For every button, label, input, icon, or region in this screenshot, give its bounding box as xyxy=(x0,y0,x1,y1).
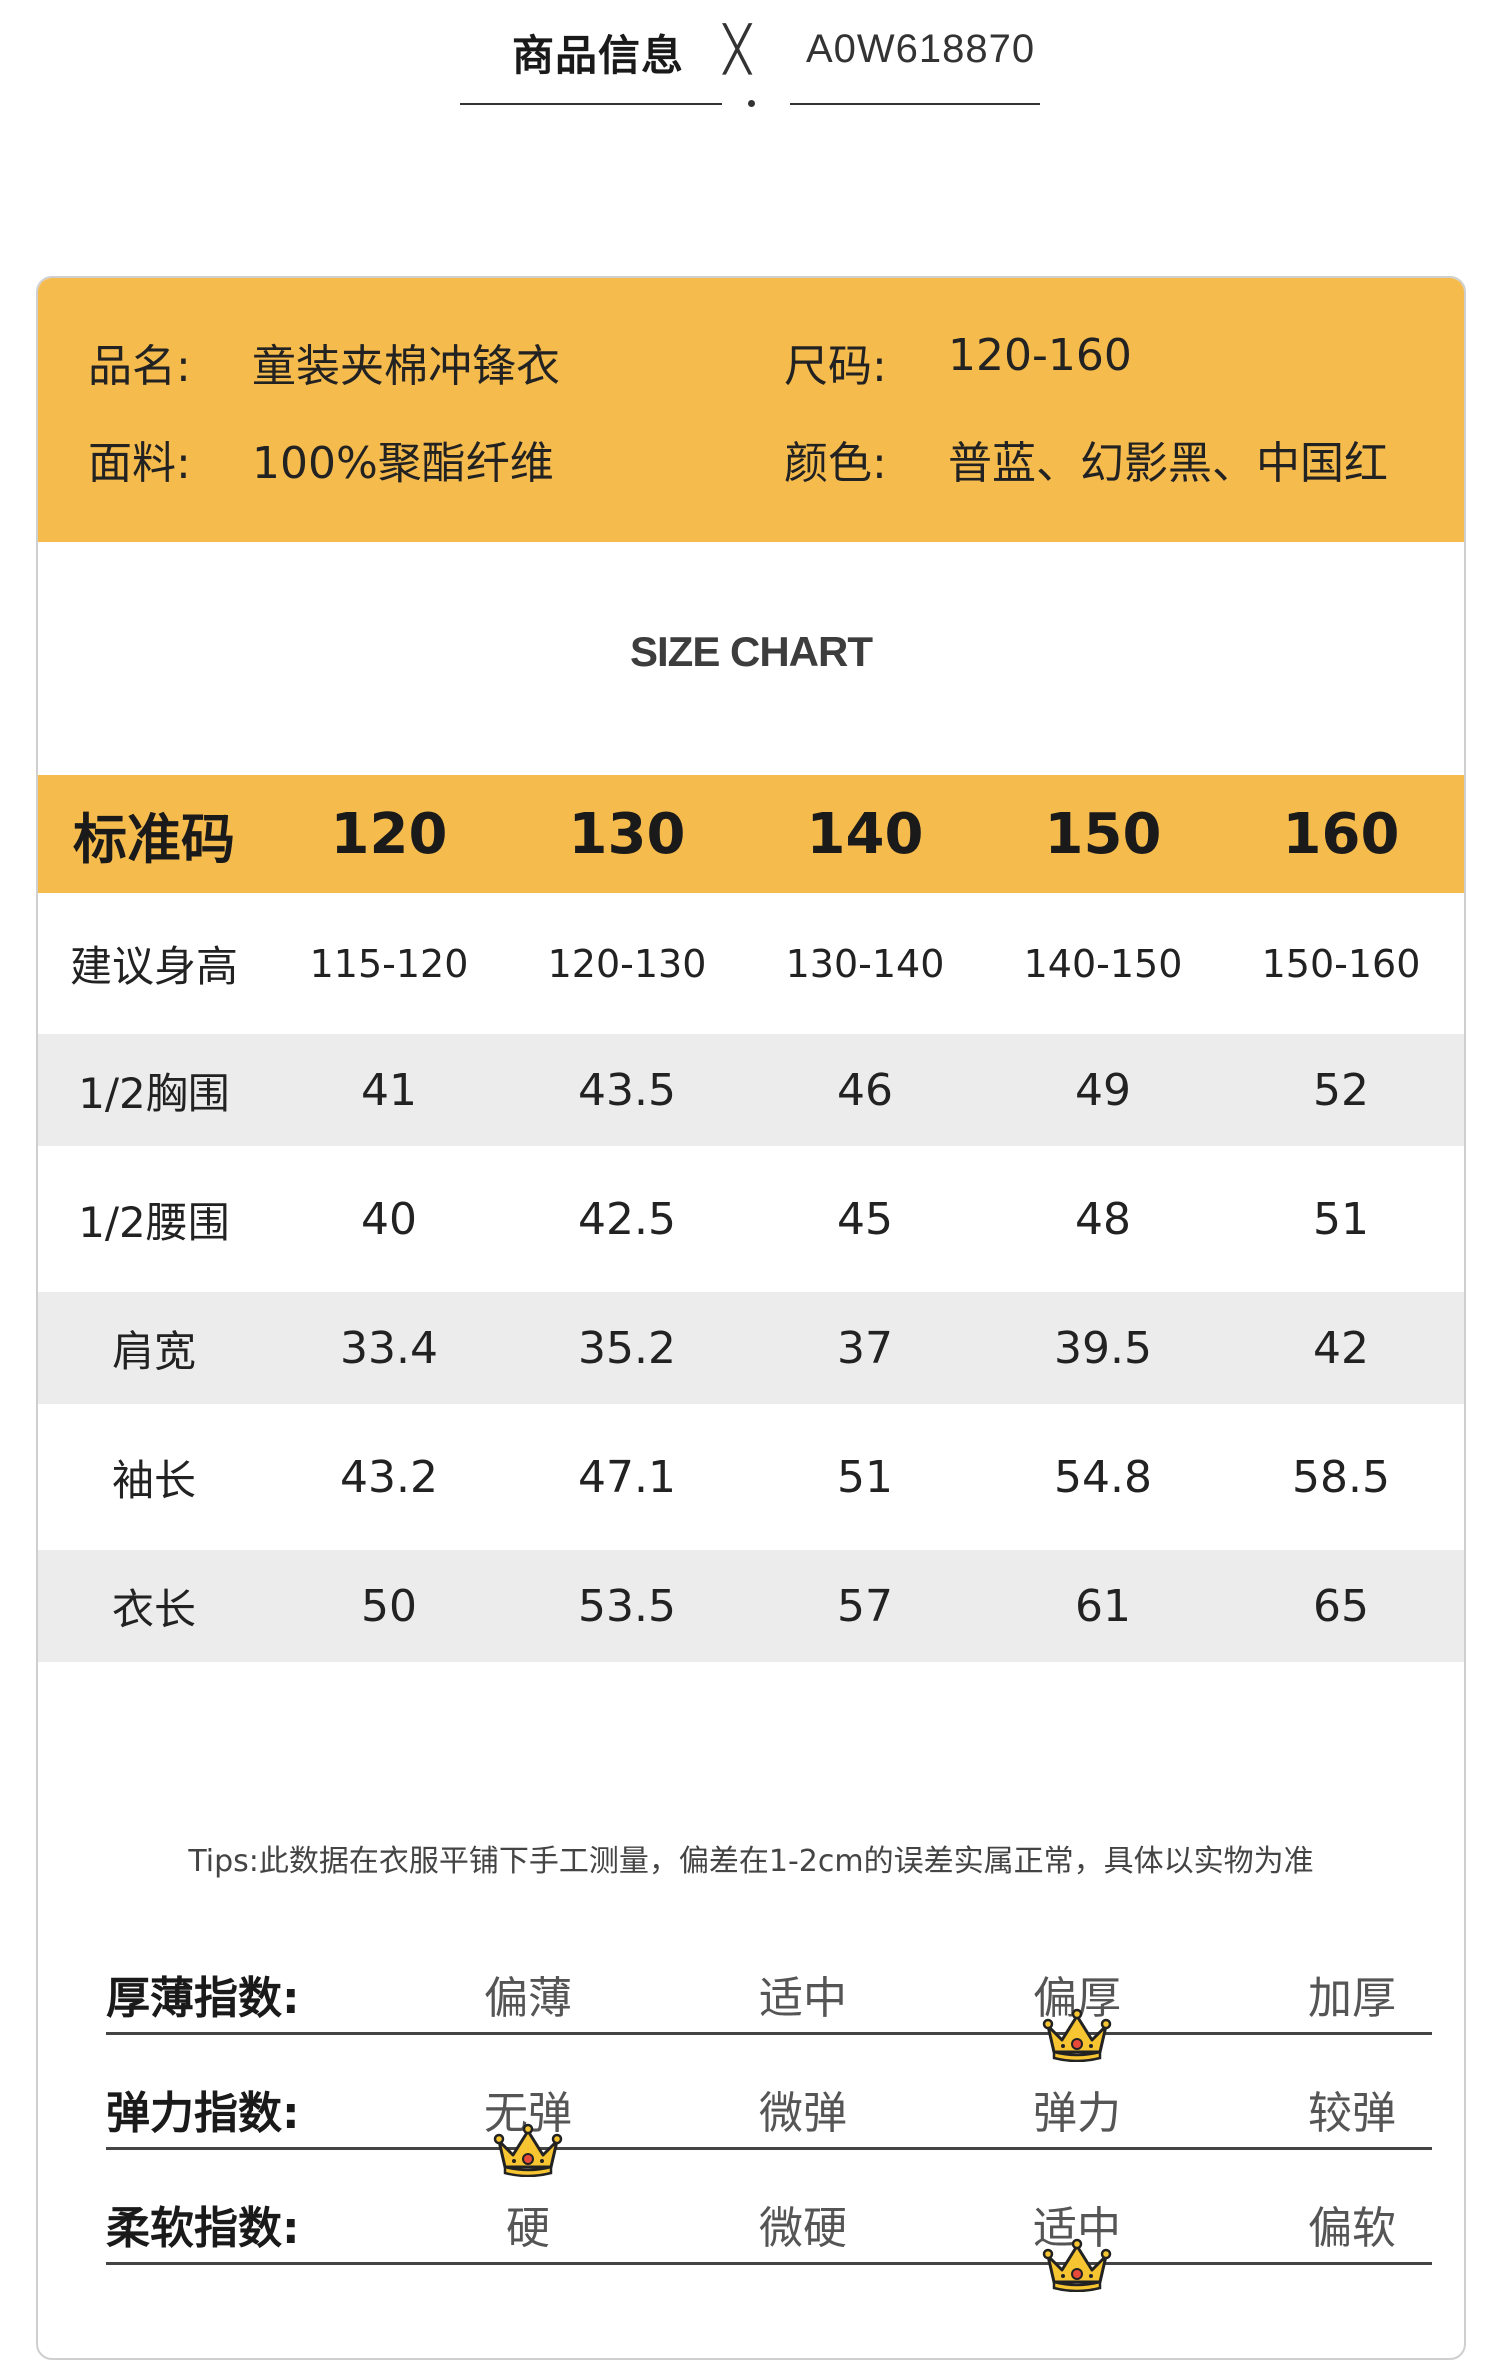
table-cell: 43.5 xyxy=(578,1064,676,1116)
table-row: 衣长 50 53.5 57 61 65 xyxy=(38,1550,1464,1662)
header-cell: 160 xyxy=(1282,801,1400,867)
table-cell: 61 xyxy=(1075,1580,1131,1632)
softness-index: 柔软指数: 硬 微硬 适中 偏软 xyxy=(106,2180,1432,2292)
table-row: 建议身高 115-120 120-130 130-140 140-150 150… xyxy=(38,893,1464,1034)
header-underline-left xyxy=(460,103,722,105)
table-row: 1/2腰围 40 42.5 45 48 51 xyxy=(38,1146,1464,1292)
row-label: 建议身高 xyxy=(69,942,238,991)
table-cell: 51 xyxy=(837,1451,893,1503)
index-option: 适中 xyxy=(759,1973,847,2024)
crown-icon xyxy=(1042,2238,1112,2292)
header-dot xyxy=(748,100,755,107)
index-option: 微弹 xyxy=(759,2088,847,2139)
row-label: 衣长 xyxy=(111,1584,196,1634)
measurement-tips: Tips:此数据在衣服平铺下手工测量，偏差在1-2cm的误差实属正常，具体以实物… xyxy=(188,1844,1314,1879)
table-cell: 40 xyxy=(361,1193,417,1245)
table-cell: 52 xyxy=(1313,1064,1369,1116)
index-option: 微硬 xyxy=(759,2203,847,2254)
header-cell: 130 xyxy=(568,801,686,867)
color-label: 颜色: xyxy=(784,438,887,489)
index-option: 弹力 xyxy=(1033,2088,1121,2139)
table-cell: 120-130 xyxy=(547,941,707,986)
table-cell: 48 xyxy=(1075,1193,1131,1245)
table-cell: 47.1 xyxy=(578,1451,676,1503)
table-cell: 37 xyxy=(837,1322,893,1374)
row-label: 1/2腰围 xyxy=(78,1197,230,1247)
row-label: 袖长 xyxy=(111,1455,196,1505)
header-cell: 150 xyxy=(1044,801,1162,867)
index-option: 偏薄 xyxy=(484,1973,572,2024)
index-track xyxy=(106,2147,1432,2150)
table-cell: 33.4 xyxy=(340,1322,438,1374)
table-cell: 53.5 xyxy=(578,1580,676,1632)
product-code: A0W618870 xyxy=(806,27,1036,71)
name-label: 品名: xyxy=(88,341,191,392)
header-cell: 140 xyxy=(806,801,924,867)
table-cell: 115-120 xyxy=(309,941,469,986)
table-cell: 65 xyxy=(1313,1580,1369,1632)
table-cell: 41 xyxy=(361,1064,417,1116)
table-cell: 35.2 xyxy=(578,1322,676,1374)
fabric-value: 100%聚酯纤维 xyxy=(252,438,554,489)
product-card: 品名: 童装夹棉冲锋衣 尺码: 120-160 面料: 100%聚酯纤维 颜色:… xyxy=(36,276,1466,2360)
color-value: 普蓝、幻影黑、中国红 xyxy=(948,438,1388,489)
index-option: 较弹 xyxy=(1308,2088,1396,2139)
row-label: 1/2胸围 xyxy=(78,1068,230,1118)
size-chart-title: SIZE CHART xyxy=(630,628,873,675)
table-cell: 130-140 xyxy=(785,941,945,986)
size-table: 标准码 120 130 140 150 160 建议身高 115-120 120… xyxy=(38,775,1464,1662)
table-cell: 43.2 xyxy=(340,1451,438,1503)
elasticity-index: 弹力指数: 无弹 微弹 弹力 较弹 xyxy=(106,2065,1432,2177)
table-cell: 42.5 xyxy=(578,1193,676,1245)
index-option: 加厚 xyxy=(1308,1973,1396,2024)
table-header-row: 标准码 120 130 140 150 160 xyxy=(38,775,1464,893)
table-cell: 150-160 xyxy=(1261,941,1421,986)
table-cell: 50 xyxy=(361,1580,417,1632)
size-label: 尺码: xyxy=(784,341,887,392)
crown-icon xyxy=(1042,2008,1112,2062)
header-cell: 标准码 xyxy=(73,807,235,871)
index-track xyxy=(106,2032,1432,2035)
table-row: 袖长 43.2 47.1 51 54.8 58.5 xyxy=(38,1404,1464,1550)
table-row: 1/2胸围 41 43.5 46 49 52 xyxy=(38,1034,1464,1146)
index-track xyxy=(106,2262,1432,2265)
table-cell: 42 xyxy=(1313,1322,1369,1374)
index-label: 弹力指数: xyxy=(106,2088,300,2139)
index-label: 厚薄指数: xyxy=(106,1973,300,2024)
table-cell: 49 xyxy=(1075,1064,1131,1116)
name-value: 童装夹棉冲锋衣 xyxy=(252,341,560,392)
index-option: 硬 xyxy=(506,2203,550,2254)
product-info-panel: 品名: 童装夹棉冲锋衣 尺码: 120-160 面料: 100%聚酯纤维 颜色:… xyxy=(38,278,1464,542)
row-label: 肩宽 xyxy=(111,1326,196,1376)
table-cell: 39.5 xyxy=(1054,1322,1152,1374)
size-value: 120-160 xyxy=(948,330,1132,381)
thickness-index: 厚薄指数: 偏薄 适中 偏厚 加厚 xyxy=(106,1950,1432,2062)
index-label: 柔软指数: xyxy=(106,2203,300,2254)
table-cell: 45 xyxy=(837,1193,893,1245)
close-icon: ╳ xyxy=(724,24,751,75)
table-cell: 58.5 xyxy=(1292,1451,1390,1503)
table-row: 肩宽 33.4 35.2 37 39.5 42 xyxy=(38,1292,1464,1404)
crown-icon xyxy=(493,2123,563,2177)
index-option: 偏软 xyxy=(1308,2203,1396,2254)
header-underline-right xyxy=(790,103,1040,105)
header-title: 商品信息 xyxy=(512,31,685,80)
table-cell: 140-150 xyxy=(1023,941,1183,986)
table-cell: 54.8 xyxy=(1054,1451,1152,1503)
table-cell: 51 xyxy=(1313,1193,1369,1245)
table-cell: 46 xyxy=(837,1064,893,1116)
table-cell: 57 xyxy=(837,1580,893,1632)
header-cell: 120 xyxy=(330,801,448,867)
fabric-label: 面料: xyxy=(88,438,191,489)
